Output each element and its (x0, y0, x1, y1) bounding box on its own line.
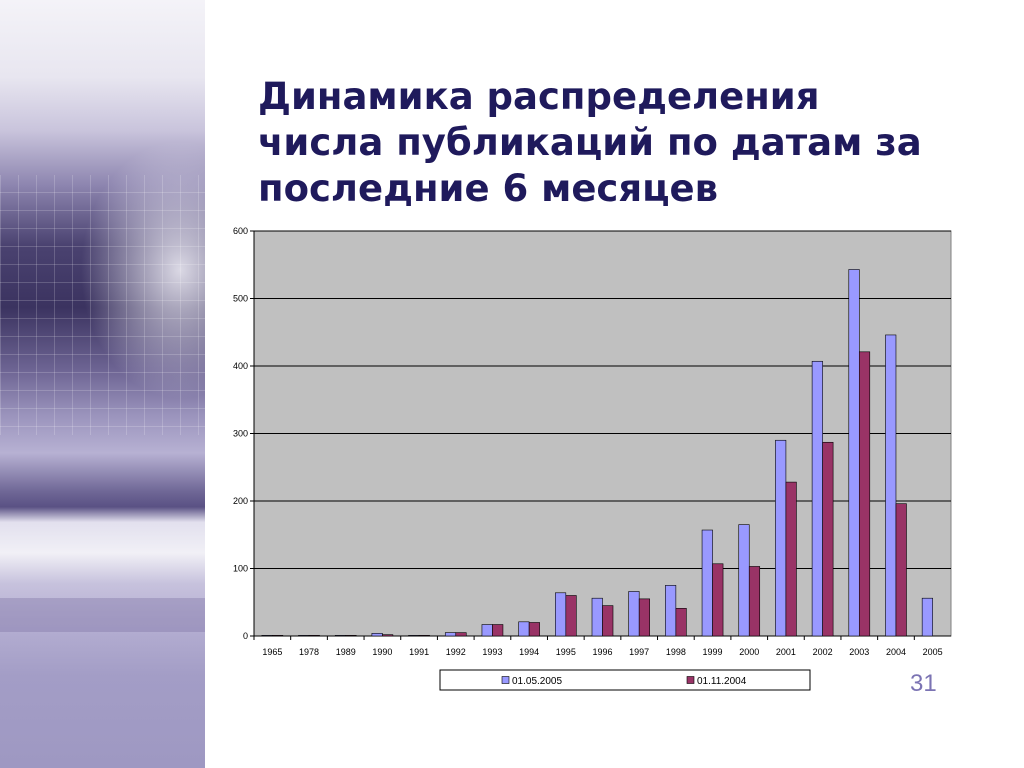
y-tick-label: 400 (233, 361, 248, 371)
bar-1-1993 (481, 624, 493, 637)
bar-2-2001 (785, 481, 797, 637)
slide-title-line-3: последние 6 месяцев (258, 167, 719, 210)
y-tick-label: 100 (233, 564, 248, 574)
slide-title: Динамика распределения числа публикаций … (258, 74, 998, 212)
x-tick-label: 1998 (666, 647, 686, 657)
x-tick-label: 1965 (262, 647, 282, 657)
legend-swatch-2 (686, 676, 695, 684)
x-tick-label: 2001 (776, 647, 796, 657)
bar-1-1999 (701, 529, 713, 637)
legend-swatch-1 (501, 676, 510, 684)
x-tick-label: 1992 (446, 647, 466, 657)
side-panel-band (0, 598, 205, 632)
bar-2-1999 (712, 563, 724, 637)
x-tick-label: 2005 (923, 647, 943, 657)
x-tick-label: 1997 (629, 647, 649, 657)
bar-1-1997 (628, 591, 640, 637)
x-tick-label: 2004 (886, 647, 906, 657)
bar-2-1989 (345, 635, 357, 637)
slide-title-line-2: числа публикаций по датам за (258, 121, 922, 164)
bar-2-2002 (822, 441, 834, 637)
bar-1-2003 (848, 269, 860, 637)
x-tick-label: 2000 (739, 647, 759, 657)
bar-1-1989 (334, 635, 347, 637)
decorative-side-panel (0, 0, 205, 768)
x-tick-label: 2003 (849, 647, 869, 657)
bar-2-1993 (492, 624, 504, 637)
bar-1-2002 (811, 360, 823, 637)
bar-1-2004 (885, 334, 897, 637)
bar-2-1978 (308, 635, 320, 637)
bar-1-2001 (775, 439, 787, 637)
bar-2-2000 (748, 566, 761, 637)
bar-2-1998 (675, 608, 687, 637)
bar-2-1994 (528, 622, 540, 637)
y-tick-label: 600 (233, 226, 248, 236)
y-tick-label: 300 (233, 429, 248, 439)
bar-2-1990 (382, 634, 394, 637)
legend-label-2: 01.11.2004 (697, 676, 747, 687)
bar-2-1997 (638, 598, 650, 637)
bar-2-1992 (455, 632, 467, 637)
page-number: 31 (910, 670, 937, 697)
x-tick-label: 1995 (556, 647, 576, 657)
x-tick-label: 1978 (299, 647, 319, 657)
x-tick-label: 1993 (482, 647, 502, 657)
x-tick-label: 1990 (372, 647, 392, 657)
y-tick-label: 500 (233, 294, 248, 304)
bar-1-1996 (591, 597, 603, 637)
bar-1-1995 (555, 592, 567, 637)
slide-title-line-1: Динамика распределения (258, 75, 820, 118)
legend-label-1: 01.05.2005 (512, 676, 562, 687)
y-tick-label: 200 (233, 496, 248, 506)
bar-1-1992 (444, 632, 457, 637)
bar-2-1965 (272, 635, 284, 637)
bar-2-1995 (565, 595, 577, 637)
bar-2-2004 (895, 503, 907, 637)
bar-1-1978 (298, 635, 310, 637)
bar-1-1990 (371, 632, 383, 637)
bar-1-1991 (408, 635, 420, 637)
bar-1-1998 (665, 585, 677, 637)
side-panel-grid (0, 175, 205, 435)
side-panel-glow (80, 140, 205, 400)
publications-bar-chart: 0 100 200 300 400 500 600 1965 1978 1989 1990 1991 1… (233, 226, 952, 691)
legend-box (439, 669, 811, 691)
x-tick-label: 2002 (813, 647, 833, 657)
x-tick-label: 1989 (336, 647, 356, 657)
x-tick-label: 1999 (703, 647, 723, 657)
bar-2-1991 (418, 635, 430, 637)
x-tick-label: 1996 (592, 647, 612, 657)
bar-2-2003 (858, 351, 871, 637)
bar-1-2005 (921, 597, 933, 637)
bar-1-1994 (518, 621, 530, 637)
x-tick-label: 1994 (519, 647, 539, 657)
bar-1-1965 (261, 635, 273, 637)
x-tick-label: 1991 (409, 647, 429, 657)
y-tick-label: 0 (243, 631, 248, 641)
bar-1-2000 (738, 524, 750, 637)
bar-2-1996 (602, 605, 614, 637)
